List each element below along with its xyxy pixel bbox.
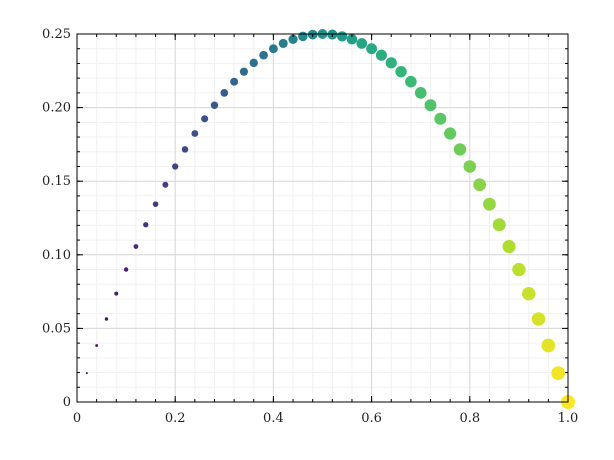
data-point <box>366 43 378 55</box>
data-point <box>104 317 109 321</box>
data-point <box>201 115 209 123</box>
data-point <box>346 34 358 45</box>
data-point <box>395 65 407 78</box>
data-point <box>512 262 526 277</box>
y-tick-label: 0.25 <box>42 27 71 42</box>
data-point <box>492 218 506 232</box>
data-point <box>463 160 477 173</box>
data-point <box>123 267 129 272</box>
data-point <box>210 101 219 109</box>
data-points <box>85 29 575 409</box>
x-tick-label: 0.4 <box>263 411 284 426</box>
data-point <box>249 58 258 68</box>
data-point <box>133 244 139 249</box>
data-point <box>385 57 397 69</box>
data-point <box>298 31 308 42</box>
data-point <box>551 366 566 381</box>
x-tick-label: 0.8 <box>459 411 480 426</box>
data-point <box>152 201 159 207</box>
y-tick-label: 0.20 <box>42 101 71 116</box>
data-point <box>85 372 88 375</box>
y-tick-label: 0 <box>63 395 71 410</box>
plot-frame <box>76 33 569 403</box>
data-point <box>483 197 496 211</box>
data-point <box>278 38 288 48</box>
data-point <box>220 89 229 97</box>
x-tick-label: 0.2 <box>165 411 186 426</box>
data-point <box>424 99 437 112</box>
data-point <box>288 34 298 44</box>
data-point <box>444 127 457 140</box>
data-point <box>434 112 447 125</box>
data-point <box>414 87 427 99</box>
data-point <box>531 312 546 326</box>
data-point <box>230 77 239 86</box>
data-point <box>172 163 179 170</box>
x-tick-label: 1.0 <box>558 411 579 426</box>
axis-ticks <box>76 33 569 403</box>
data-point <box>268 44 278 54</box>
data-point <box>337 31 348 42</box>
data-point <box>191 130 199 137</box>
x-tick-label: 0 <box>73 411 81 426</box>
data-point <box>95 344 99 347</box>
y-tick-label: 0.15 <box>42 174 71 189</box>
data-point <box>502 239 516 254</box>
data-point <box>181 146 189 153</box>
data-point <box>453 143 467 156</box>
y-tick-label: 0.10 <box>42 248 71 263</box>
y-tick-label: 0.05 <box>42 321 71 336</box>
grid-lines <box>76 33 569 403</box>
x-tick-label: 0.6 <box>361 411 382 426</box>
data-point <box>114 291 119 296</box>
data-point <box>239 67 249 76</box>
data-point <box>143 222 149 228</box>
data-point <box>356 38 368 49</box>
data-point <box>375 49 387 61</box>
data-point <box>473 178 486 192</box>
axes-frame <box>76 33 569 403</box>
data-point <box>162 181 169 188</box>
data-point <box>405 75 417 88</box>
data-point <box>522 286 536 301</box>
tick-labels: 0 0.2 0.4 0.6 0.8 1.0 0 0.05 0.10 0.15 0.20 0.25 <box>42 27 578 426</box>
data-point <box>541 338 556 353</box>
data-point <box>259 50 268 60</box>
